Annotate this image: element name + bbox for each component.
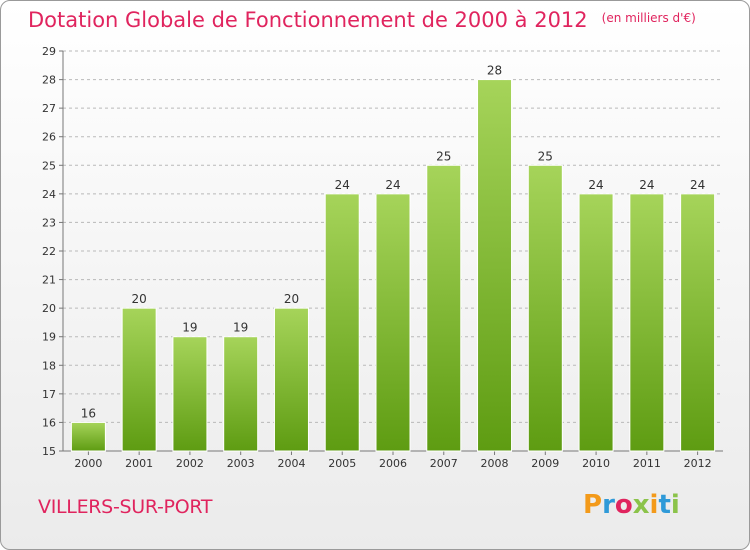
chart-unit-label: (en milliers d'€)	[601, 11, 696, 25]
y-tick-label: 29	[42, 45, 56, 58]
labels: 15 16 17 18 19 20 21 22 23 24 25 26 27 28 29 16 2000 20 20…	[42, 45, 712, 470]
data-label: 24	[639, 178, 654, 192]
x-tick-label: 2005	[328, 457, 356, 470]
data-label: 20	[284, 292, 299, 306]
y-tick-label: 16	[42, 416, 56, 429]
logo-letter: r	[602, 490, 615, 520]
x-tick-label: 2000	[74, 457, 102, 470]
y-tick-label: 26	[42, 131, 56, 144]
y-tick-label: 25	[42, 159, 56, 172]
x-tick-label: 2011	[633, 457, 661, 470]
logo-letter: t	[658, 490, 671, 520]
x-tick-label: 2004	[277, 457, 305, 470]
y-tick-label: 21	[42, 274, 56, 287]
x-tick-label: 2006	[379, 457, 407, 470]
y-tick-label: 22	[42, 245, 56, 258]
x-tick-label: 2007	[430, 457, 458, 470]
bar	[477, 79, 513, 452]
data-label: 25	[436, 149, 451, 163]
chart-title: Dotation Globale de Fonctionnement de 20…	[28, 8, 696, 32]
bar	[70, 421, 106, 452]
y-tick-label: 23	[42, 216, 56, 229]
x-tick-label: 2010	[582, 457, 610, 470]
x-tick-label: 2012	[684, 457, 712, 470]
bar	[680, 193, 716, 452]
y-tick-label: 15	[42, 445, 56, 458]
bar	[324, 193, 360, 452]
bar	[121, 307, 157, 452]
data-label: 28	[487, 64, 502, 78]
data-label: 25	[538, 149, 553, 163]
chart-title-text: Dotation Globale de Fonctionnement de 20…	[28, 8, 588, 32]
bar	[578, 193, 614, 452]
y-tick-label: 24	[42, 188, 56, 201]
bar	[223, 336, 259, 452]
data-label: 24	[690, 178, 705, 192]
y-tick-label: 27	[42, 102, 56, 115]
x-tick-label: 2008	[481, 457, 509, 470]
data-label: 20	[132, 292, 147, 306]
y-tick-label: 17	[42, 388, 56, 401]
y-tick-label: 28	[42, 74, 56, 87]
data-label: 19	[182, 321, 197, 335]
logo-letter: o	[614, 490, 633, 520]
logo-letter: P	[583, 490, 603, 520]
data-label: 19	[233, 321, 248, 335]
x-tick-label: 2009	[531, 457, 559, 470]
bars	[70, 79, 716, 452]
logo-letter: i	[649, 490, 659, 520]
data-label: 24	[335, 178, 350, 192]
bar	[273, 307, 309, 452]
x-tick-label: 2002	[176, 457, 204, 470]
bar	[426, 164, 462, 452]
bar	[172, 336, 208, 452]
data-label: 24	[588, 178, 603, 192]
bar	[375, 193, 411, 452]
logo-letter: i	[670, 490, 680, 520]
bar	[527, 164, 563, 452]
x-tick-label: 2001	[125, 457, 153, 470]
x-tick-label: 2003	[227, 457, 255, 470]
data-label: 24	[385, 178, 400, 192]
bar	[629, 193, 665, 452]
y-tick-label: 19	[42, 331, 56, 344]
proxiti-logo: Proxiti	[583, 490, 680, 520]
logo-letter: x	[632, 490, 650, 520]
data-label: 16	[81, 406, 96, 420]
y-tick-label: 20	[42, 302, 56, 315]
commune-name: VILLERS-SUR-PORT	[38, 496, 213, 518]
y-tick-label: 18	[42, 359, 56, 372]
